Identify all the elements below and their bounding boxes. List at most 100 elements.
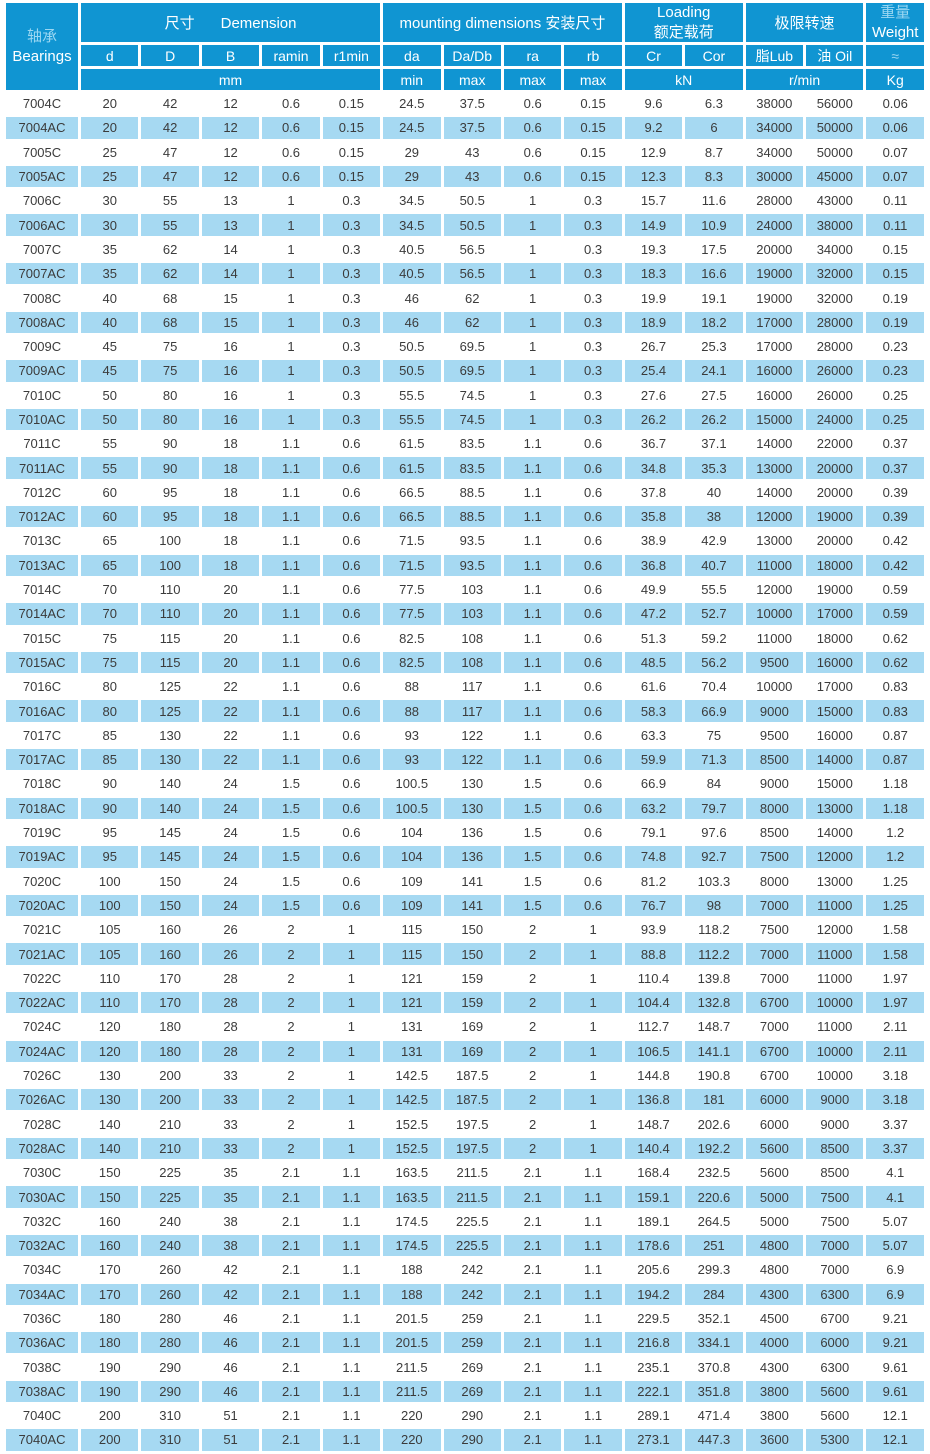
cell-value: 100.5 — [383, 797, 441, 819]
header-group-dimension: 尺寸 Demension — [81, 3, 381, 42]
cell-value: 1 — [322, 967, 381, 989]
cell-value: 76.7 — [624, 894, 683, 917]
cell-value: 1 — [564, 1137, 622, 1160]
cell-value: 1.1 — [262, 676, 320, 698]
cell-value: 259 — [443, 1332, 501, 1354]
cell-value: 42 — [141, 117, 199, 139]
cell-value: 65 — [81, 554, 139, 576]
subheader-grease-lub: 脂Lub — [745, 45, 804, 66]
cell-value: 20000 — [806, 481, 864, 504]
cell-bearing-model: 7007AC — [6, 263, 78, 285]
table-row: 7022C 110 170 28 2 1 121 159 2 1 110.4 139.8 7000 110… — [6, 967, 924, 989]
cell-value: 105 — [81, 943, 139, 965]
cell-value: 0.15 — [564, 117, 622, 139]
cell-value: 34000 — [745, 117, 804, 139]
cell-value: 28000 — [806, 311, 864, 333]
cell-value: 1.1 — [262, 749, 320, 771]
cell-value: 1.1 — [503, 603, 562, 625]
cell-value: 1.1 — [564, 1186, 622, 1208]
cell-value: 1 — [564, 1016, 622, 1038]
cell-value: 1.5 — [503, 773, 562, 795]
cell-value: 242 — [443, 1283, 501, 1305]
cell-value: 108 — [443, 627, 501, 649]
cell-value: 1.1 — [564, 1332, 622, 1354]
cell-value: 0.59 — [866, 603, 924, 625]
unit-da-min: min — [383, 69, 441, 90]
cell-value: 24 — [201, 821, 260, 844]
header-group-row: 轴承 Bearings 尺寸 Demension mounting dimensi… — [6, 3, 924, 90]
cell-value: 42 — [201, 1259, 260, 1281]
cell-value: 51 — [201, 1429, 260, 1451]
cell-value: 98 — [685, 894, 743, 917]
cell-value: 117 — [443, 676, 501, 698]
table-body: 7004C 20 42 12 0.6 0.15 24.5 37.5 0.6 0.15 9.6 6.3 3… — [6, 93, 924, 1451]
cell-value: 1 — [262, 408, 320, 431]
cell-value: 10000 — [806, 991, 864, 1014]
cell-value: 150 — [81, 1162, 139, 1184]
cell-value: 15000 — [806, 700, 864, 722]
cell-value: 106.5 — [624, 1040, 683, 1062]
cell-bearing-model: 7034AC — [6, 1283, 78, 1305]
cell-value: 1.97 — [866, 967, 924, 989]
cell-value: 9.61 — [866, 1380, 924, 1403]
cell-bearing-model: 7022C — [6, 967, 78, 989]
cell-value: 7500 — [745, 919, 804, 941]
cell-value: 62 — [141, 238, 199, 261]
cell-value: 0.3 — [564, 311, 622, 333]
cell-value: 7500 — [745, 846, 804, 868]
cell-value: 66.9 — [624, 773, 683, 795]
unit-rmin: r/min — [745, 69, 864, 90]
cell-value: 1.1 — [564, 1380, 622, 1403]
cell-value: 1 — [564, 943, 622, 965]
cell-value: 34000 — [806, 238, 864, 261]
cell-bearing-model: 7010AC — [6, 408, 78, 431]
header-group-speed: 极限转速 — [745, 3, 864, 42]
cell-value: 95 — [81, 821, 139, 844]
cell-value: 4800 — [745, 1259, 804, 1281]
cell-value: 62 — [443, 287, 501, 309]
cell-value: 100 — [81, 870, 139, 892]
cell-value: 0.15 — [322, 141, 381, 163]
cell-value: 1.1 — [322, 1405, 381, 1427]
cell-value: 136.8 — [624, 1089, 683, 1111]
cell-value: 0.6 — [322, 603, 381, 625]
cell-bearing-model: 7036C — [6, 1307, 78, 1330]
cell-value: 104.4 — [624, 991, 683, 1014]
header-dimension-zh: 尺寸 — [164, 15, 195, 32]
cell-value: 187.5 — [443, 1064, 501, 1087]
cell-value: 0.6 — [564, 870, 622, 892]
cell-value: 0.6 — [564, 506, 622, 528]
cell-value: 0.6 — [564, 700, 622, 722]
cell-value: 62 — [141, 263, 199, 285]
cell-bearing-model: 7010C — [6, 384, 78, 406]
cell-value: 220.6 — [685, 1186, 743, 1208]
cell-value: 1.1 — [322, 1332, 381, 1354]
cell-value: 5.07 — [866, 1210, 924, 1232]
cell-value: 0.3 — [564, 408, 622, 431]
cell-value: 2.1 — [262, 1429, 320, 1451]
cell-value: 0.3 — [564, 335, 622, 358]
cell-value: 0.23 — [866, 360, 924, 382]
cell-value: 16000 — [745, 360, 804, 382]
cell-value: 163.5 — [383, 1162, 441, 1184]
cell-value: 1.1 — [322, 1259, 381, 1281]
cell-value: 1.1 — [262, 700, 320, 722]
cell-value: 16000 — [745, 384, 804, 406]
cell-value: 115 — [141, 627, 199, 649]
cell-value: 70.4 — [685, 676, 743, 698]
cell-value: 170 — [81, 1259, 139, 1281]
cell-value: 25 — [81, 165, 139, 188]
cell-value: 0.6 — [564, 554, 622, 576]
cell-bearing-model: 7017AC — [6, 749, 78, 771]
cell-value: 0.6 — [564, 821, 622, 844]
cell-value: 1 — [564, 1113, 622, 1135]
cell-value: 280 — [141, 1307, 199, 1330]
table-row: 7024AC 120 180 28 2 1 131 169 2 1 106.5 141.1 6700 10… — [6, 1040, 924, 1062]
cell-value: 24000 — [806, 408, 864, 431]
cell-value: 1 — [322, 991, 381, 1014]
table-row: 7018C 90 140 24 1.5 0.6 100.5 130 1.5 0.6 66.9 84 90… — [6, 773, 924, 795]
cell-value: 30000 — [745, 165, 804, 188]
cell-value: 2 — [262, 991, 320, 1014]
cell-value: 5600 — [745, 1137, 804, 1160]
cell-value: 2.1 — [262, 1162, 320, 1184]
